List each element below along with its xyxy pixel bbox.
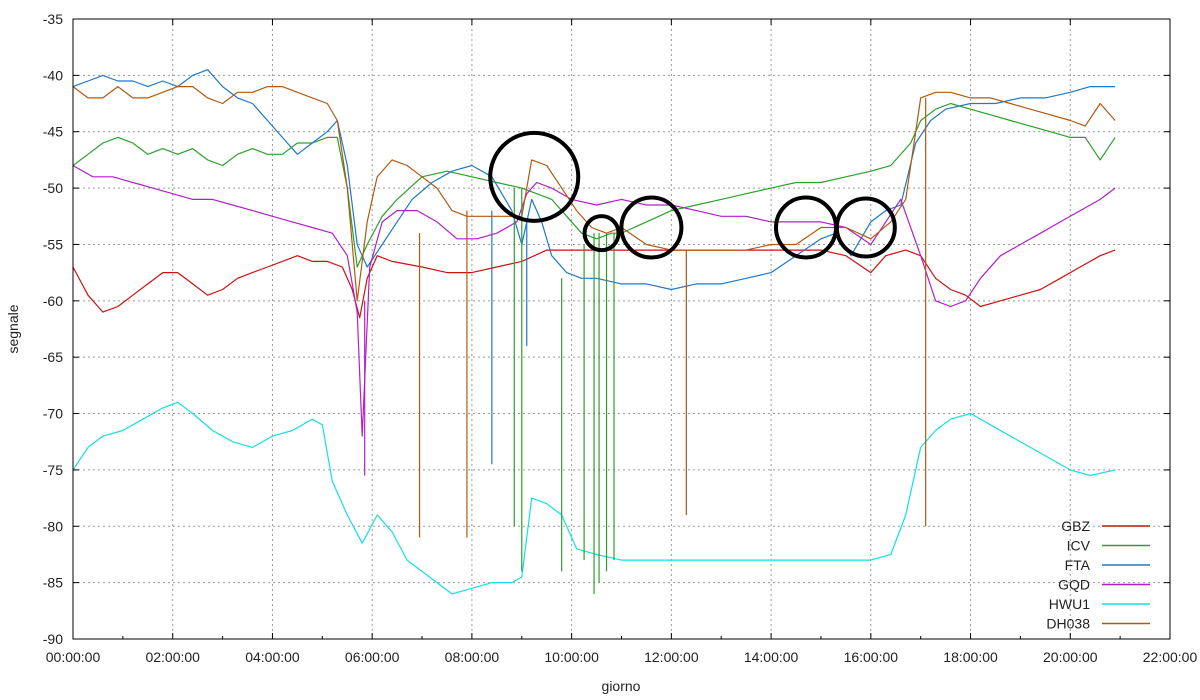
x-tick-label: 04:00:00 [245,649,300,665]
y-tick-label: -55 [43,236,63,252]
annotation-circle [488,130,581,223]
series-line-hwu1 [72,401,1116,595]
y-tick-label: -60 [43,293,63,309]
annotation-circle [834,196,897,259]
legend-label: GQD [1058,577,1090,593]
x-tick-label: 06:00:00 [345,649,400,665]
series-line-gqd [72,164,1116,437]
y-axis-title: segnale [5,304,21,353]
x-tick-label: 00:00:00 [46,649,101,665]
x-tick-label: 10:00:00 [544,649,599,665]
annotation-circles [488,130,897,260]
x-tick-label: 20:00:00 [1043,649,1098,665]
legend-label: FTA [1065,557,1091,573]
y-tick-label: -50 [43,180,63,196]
x-tick-label: 08:00:00 [445,649,500,665]
annotation-circle [619,195,684,260]
legend-label: ICV [1067,538,1091,554]
y-tick-label: -80 [43,518,63,534]
legend-label: DH038 [1046,616,1090,632]
y-tick-label: -45 [43,124,63,140]
x-tick-label: 18:00:00 [943,649,998,665]
y-tick-label: -90 [43,631,63,647]
series-line-gbz [72,249,1116,319]
y-tick-label: -40 [43,67,63,83]
x-tick-label: 02:00:00 [145,649,200,665]
legend-label: HWU1 [1049,596,1090,612]
y-tick-label: -85 [43,575,63,591]
y-tick-label: -35 [43,11,63,27]
plot-frame [72,18,1171,640]
y-tick-label: -70 [43,406,63,422]
series-layer [72,69,1116,595]
x-tick-label: 16:00:00 [844,649,899,665]
x-tick-label: 14:00:00 [744,649,799,665]
y-tick-label: -75 [43,462,63,478]
y-tick-label: -65 [43,349,63,365]
x-tick-label: 12:00:00 [644,649,699,665]
series-line-icv [72,102,1116,268]
x-axis-title: giorno [602,678,641,694]
grid [73,19,1170,639]
legend-label: GBZ [1061,518,1090,534]
x-tick-label: 22:00:00 [1143,649,1198,665]
legend: GBZ ICV FTA GQD HWU1 DH038 [1046,518,1150,632]
annotation-circle [582,214,621,253]
x-axis-ticks: 00:00:00 02:00:00 04:00:00 06:00:00 08:00:00… [46,19,1198,665]
y-axis-ticks: -35 -40 -45 -50 -55 -60 -65 -70 -75 -80 -85 -90 [43,11,1170,647]
